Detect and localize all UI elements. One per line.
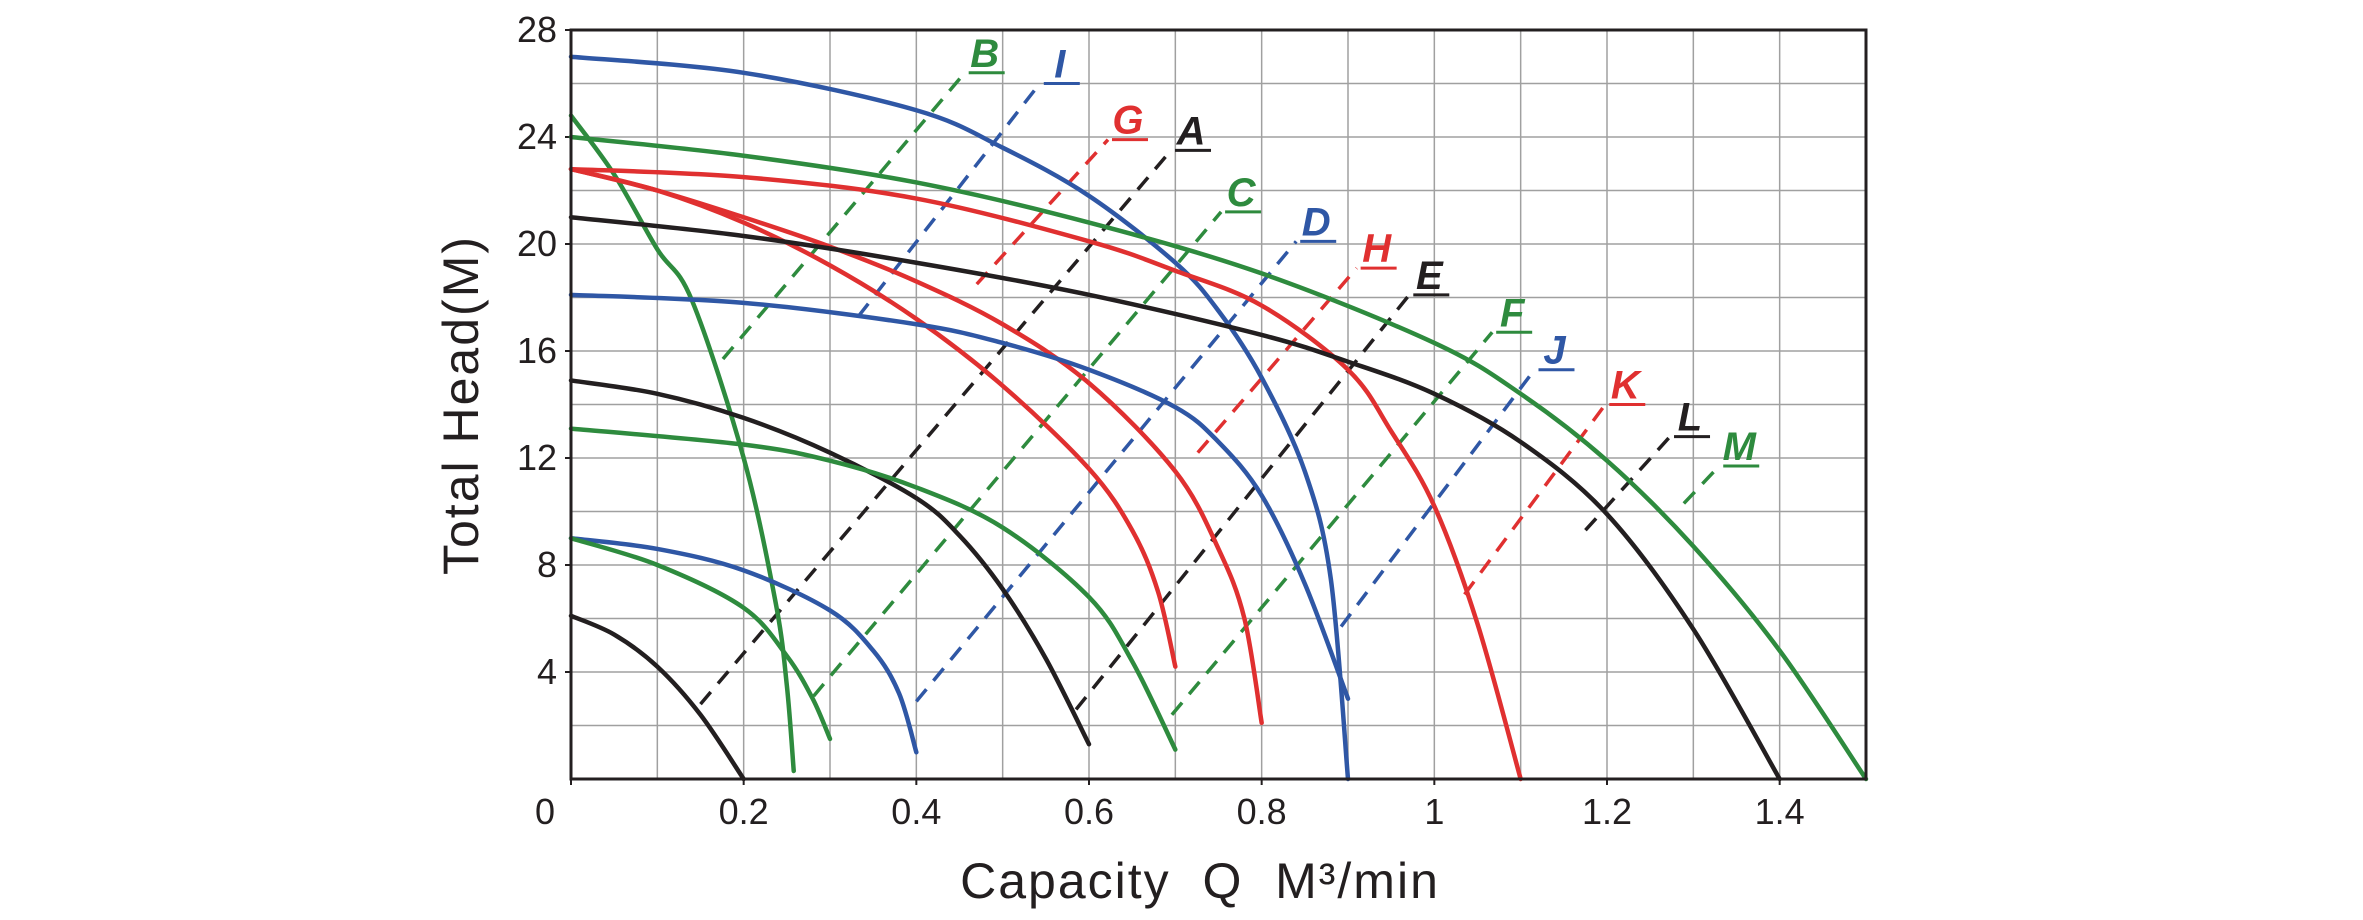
operating-line <box>699 149 1173 706</box>
y-tick-label: 8 <box>537 544 557 585</box>
x-tick-label: 1.4 <box>1755 791 1805 832</box>
operating-line-label: L <box>1678 396 1702 440</box>
pump-curve <box>568 536 919 755</box>
y-axis-title: Total Head(M) <box>433 235 489 575</box>
x-tick-label: 0.6 <box>1064 791 1114 832</box>
y-tick-label: 12 <box>517 437 557 478</box>
operating-line-label: B <box>970 32 999 76</box>
y-tick-label: 20 <box>517 223 557 264</box>
operating-line <box>1682 464 1721 505</box>
pump-curve <box>568 134 1869 782</box>
operating-line <box>1196 266 1358 454</box>
operating-line-label: G <box>1112 99 1143 143</box>
operating-line-label: E <box>1416 254 1444 298</box>
operating-line <box>1339 368 1536 628</box>
x-axis-title: Capacity Q M³/min <box>960 853 1440 909</box>
y-tick-label: 28 <box>517 9 557 50</box>
pump-curve <box>568 613 746 782</box>
operating-line <box>1584 435 1672 532</box>
operating-line-label: C <box>1227 171 1257 215</box>
x-tick-label: 1.2 <box>1582 791 1632 832</box>
pump-curve <box>568 426 1178 752</box>
operating-line-label: D <box>1302 200 1331 244</box>
y-tick-label: 24 <box>517 116 557 157</box>
operating-line <box>975 138 1110 286</box>
operating-line-label: I <box>1054 43 1066 87</box>
y-tick-label: 4 <box>537 651 557 692</box>
operating-line <box>812 210 1223 698</box>
pump-curve <box>568 378 1092 747</box>
pump-curve <box>568 166 1264 726</box>
operating-line-label: F <box>1500 291 1526 335</box>
x-tick-label: 0.4 <box>891 791 941 832</box>
y-tick-label: 16 <box>517 330 557 371</box>
pump-curve <box>568 113 796 774</box>
pump-curve <box>568 54 1351 782</box>
pump-curve <box>568 536 833 742</box>
pump-curve <box>568 215 1782 782</box>
x-tick-label: 0 <box>535 791 555 832</box>
x-tick-label: 1 <box>1424 791 1444 832</box>
operating-line-label: K <box>1611 364 1643 408</box>
operating-line <box>1170 331 1494 716</box>
x-tick-label: 0.2 <box>719 791 769 832</box>
x-tick-label: 0.8 <box>1237 791 1287 832</box>
operating-line-label: H <box>1362 227 1392 271</box>
pump-curve <box>568 166 1178 669</box>
pump-curve <box>568 292 1351 701</box>
operating-line-label: A <box>1176 109 1206 153</box>
operating-line-label: M <box>1723 425 1758 469</box>
operating-line <box>1463 403 1607 596</box>
plot-frame <box>569 28 1868 781</box>
operating-line <box>721 71 967 361</box>
pump-curve <box>568 166 1523 782</box>
operating-line <box>914 240 1298 703</box>
operating-line-label: J <box>1543 329 1566 373</box>
operating-line <box>857 82 1042 318</box>
